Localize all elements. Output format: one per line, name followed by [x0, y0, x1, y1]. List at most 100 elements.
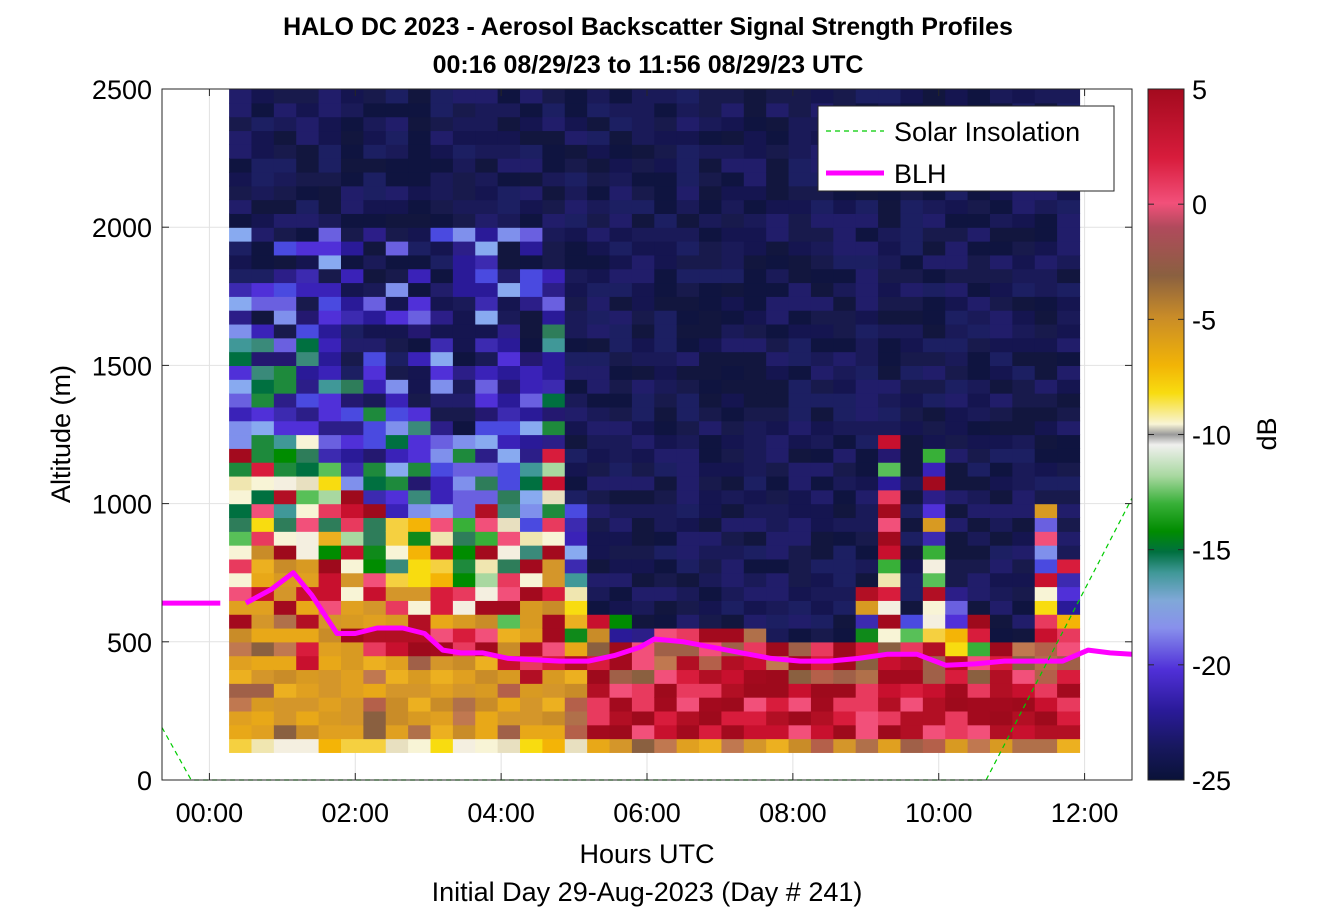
- heatmap-cell: [676, 393, 700, 408]
- heatmap-cell: [251, 545, 275, 560]
- heatmap-cell: [340, 89, 364, 104]
- heatmap-cell: [430, 213, 454, 228]
- heatmap-cell: [609, 116, 633, 132]
- heatmap-cell: [564, 185, 588, 201]
- heatmap-cell: [654, 586, 678, 601]
- heatmap-cell: [475, 434, 499, 449]
- heatmap-cell: [900, 572, 924, 588]
- heatmap-cell: [497, 683, 521, 698]
- heatmap-cell: [945, 531, 969, 546]
- heatmap-cell: [631, 199, 655, 214]
- heatmap-cell: [587, 475, 611, 491]
- heatmap-cell: [922, 406, 946, 422]
- heatmap-cell: [452, 475, 476, 491]
- heatmap-cell: [855, 710, 879, 726]
- heatmap-cell: [430, 545, 454, 560]
- heatmap-cell: [989, 227, 1013, 242]
- heatmap-cell: [520, 365, 543, 380]
- heatmap-cell: [609, 475, 633, 491]
- heatmap-cell: [788, 116, 812, 132]
- heatmap-cell: [273, 171, 297, 187]
- heatmap-cell: [363, 669, 387, 684]
- heatmap-cell: [430, 614, 454, 629]
- heatmap-cell: [318, 420, 342, 436]
- heatmap-cell: [564, 89, 588, 104]
- heatmap-cell: [587, 517, 611, 532]
- heatmap-cell: [654, 351, 678, 366]
- heatmap-cell: [340, 475, 364, 491]
- heatmap-cell: [564, 365, 588, 380]
- heatmap-cell: [945, 227, 969, 242]
- heatmap-cell: [945, 296, 969, 311]
- heatmap-cell: [564, 462, 588, 477]
- heatmap-cell: [631, 254, 655, 270]
- heatmap-cell: [430, 296, 454, 311]
- heatmap-cell: [542, 614, 566, 629]
- heatmap-cell: [654, 655, 678, 671]
- heatmap-cell: [676, 185, 700, 201]
- heatmap-cell: [340, 489, 364, 505]
- heatmap-cell: [497, 586, 521, 601]
- heatmap-cell: [452, 144, 476, 159]
- heatmap-cell: [766, 586, 790, 601]
- heatmap-cell: [766, 102, 790, 118]
- heatmap-cell: [385, 185, 409, 201]
- heatmap-cell: [385, 227, 409, 242]
- heatmap-cell: [609, 254, 633, 270]
- heatmap-cell: [967, 531, 991, 546]
- heatmap-cell: [497, 144, 521, 159]
- heatmap-cell: [878, 254, 902, 270]
- heatmap-cell: [1012, 503, 1036, 519]
- heatmap-cell: [408, 558, 432, 574]
- heatmap-cell: [631, 185, 655, 201]
- heatmap-cell: [273, 558, 297, 574]
- heatmap-cell: [743, 254, 767, 270]
- heatmap-cell: [542, 475, 566, 491]
- heatmap-cell: [989, 489, 1013, 505]
- heatmap-cell: [676, 144, 700, 159]
- heatmap-cell: [430, 434, 454, 449]
- heatmap-cell: [1057, 475, 1081, 491]
- heatmap-cell: [788, 282, 812, 297]
- heatmap-cell: [385, 199, 409, 214]
- heatmap-cell: [922, 572, 946, 588]
- heatmap-cell: [430, 185, 454, 201]
- heatmap-cell: [296, 448, 320, 463]
- heatmap-cell: [810, 531, 834, 546]
- heatmap-cell: [296, 254, 320, 270]
- heatmap-cell: [408, 254, 432, 270]
- heatmap-cell: [900, 393, 924, 408]
- heatmap-cell: [385, 558, 409, 574]
- heatmap-cell: [542, 710, 566, 726]
- heatmap-cell: [452, 572, 476, 588]
- heatmap-cell: [564, 489, 588, 505]
- heatmap-cell: [273, 282, 297, 297]
- heatmap-cell: [452, 724, 476, 740]
- heatmap-cell: [340, 365, 364, 380]
- heatmap-cell: [810, 545, 834, 560]
- heatmap-cell: [833, 448, 857, 463]
- heatmap-cell: [855, 475, 879, 491]
- heatmap-cell: [631, 116, 655, 132]
- heatmap-cell: [587, 600, 611, 615]
- heatmap-cell: [1034, 199, 1058, 214]
- heatmap-cell: [475, 462, 499, 477]
- heatmap-cell: [1034, 572, 1058, 588]
- heatmap-cell: [251, 379, 275, 394]
- heatmap-cell: [363, 130, 387, 145]
- heatmap-cell: [452, 310, 476, 325]
- heatmap-cell: [855, 586, 879, 601]
- heatmap-cell: [833, 627, 857, 643]
- heatmap-cell: [452, 627, 476, 643]
- heatmap-cell: [609, 600, 633, 615]
- heatmap-cell: [542, 724, 566, 740]
- heatmap-cell: [945, 558, 969, 574]
- heatmap-cell: [520, 545, 543, 560]
- heatmap-cell: [721, 406, 745, 422]
- heatmap-cell: [1012, 199, 1036, 214]
- heatmap-cell: [542, 310, 566, 325]
- heatmap-cell: [967, 268, 991, 284]
- heatmap-cell: [408, 144, 432, 159]
- heatmap-cell: [475, 130, 499, 145]
- heatmap-cell: [564, 351, 588, 366]
